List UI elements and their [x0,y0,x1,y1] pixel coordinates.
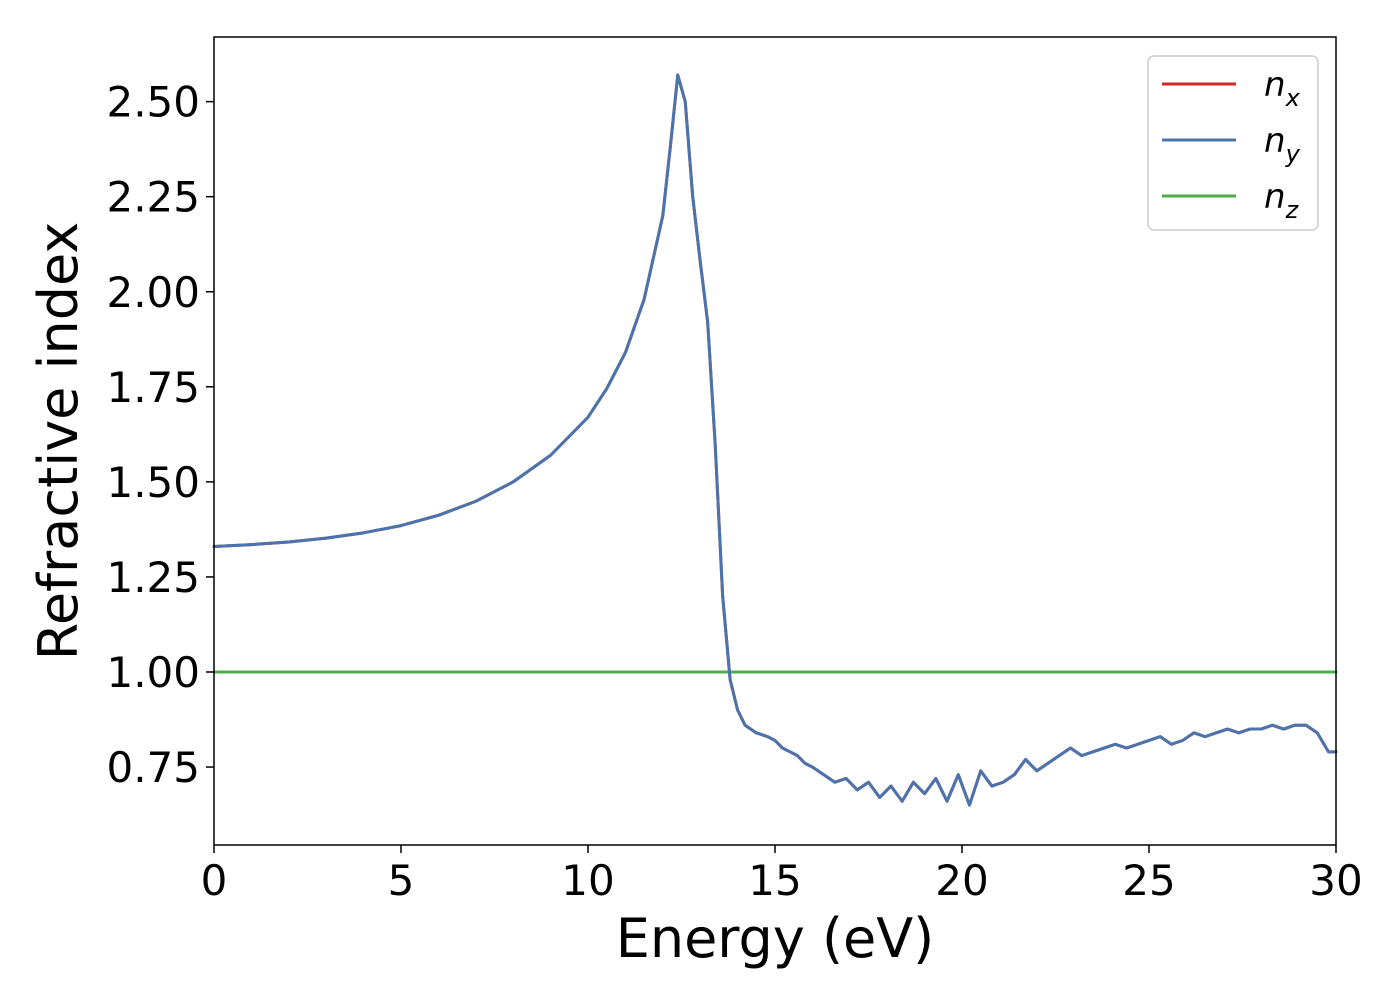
y-tick-label: 2.00 [106,268,200,317]
x-tick-label: 10 [561,856,614,905]
x-tick-label: 15 [748,856,801,905]
x-tick-label: 25 [1122,856,1175,905]
x-tick-label: 20 [935,856,988,905]
legend-label-base: n [1264,121,1286,161]
x-tick-label: 30 [1309,856,1362,905]
y-tick-label: 1.75 [106,363,200,412]
legend-label-z: nz [1264,177,1300,224]
legend-label-x: nx [1264,65,1301,112]
y-axis-label: Refractive index [27,222,90,661]
legend-label-subscript: y [1285,140,1301,168]
x-tick-label: 0 [201,856,228,905]
plot-lines [212,73,1338,807]
legend-label-base: n [1264,65,1286,105]
legend-label-base: n [1264,177,1286,217]
legend-label-subscript: x [1285,84,1301,112]
legend-box [1147,55,1319,231]
y-tick-label: 1.00 [106,648,200,697]
y-tick-label: 1.25 [106,553,200,602]
y-axis-ticks: 0.75 1.00 1.25 1.50 1.75 2.00 2.25 2.50 [106,78,214,792]
legend-label-subscript: z [1285,196,1300,224]
x-tick-label: 5 [388,856,415,905]
x-axis-ticks: 0 5 10 15 20 25 30 [201,845,1363,905]
legend-label-y: ny [1264,121,1301,168]
y-tick-label: 2.25 [106,173,200,222]
y-tick-label: 2.50 [106,78,200,127]
y-tick-label: 0.75 [106,743,200,792]
series-line-y [212,73,1338,807]
x-axis-label: Energy (eV) [616,907,935,970]
y-tick-label: 1.50 [106,458,200,507]
